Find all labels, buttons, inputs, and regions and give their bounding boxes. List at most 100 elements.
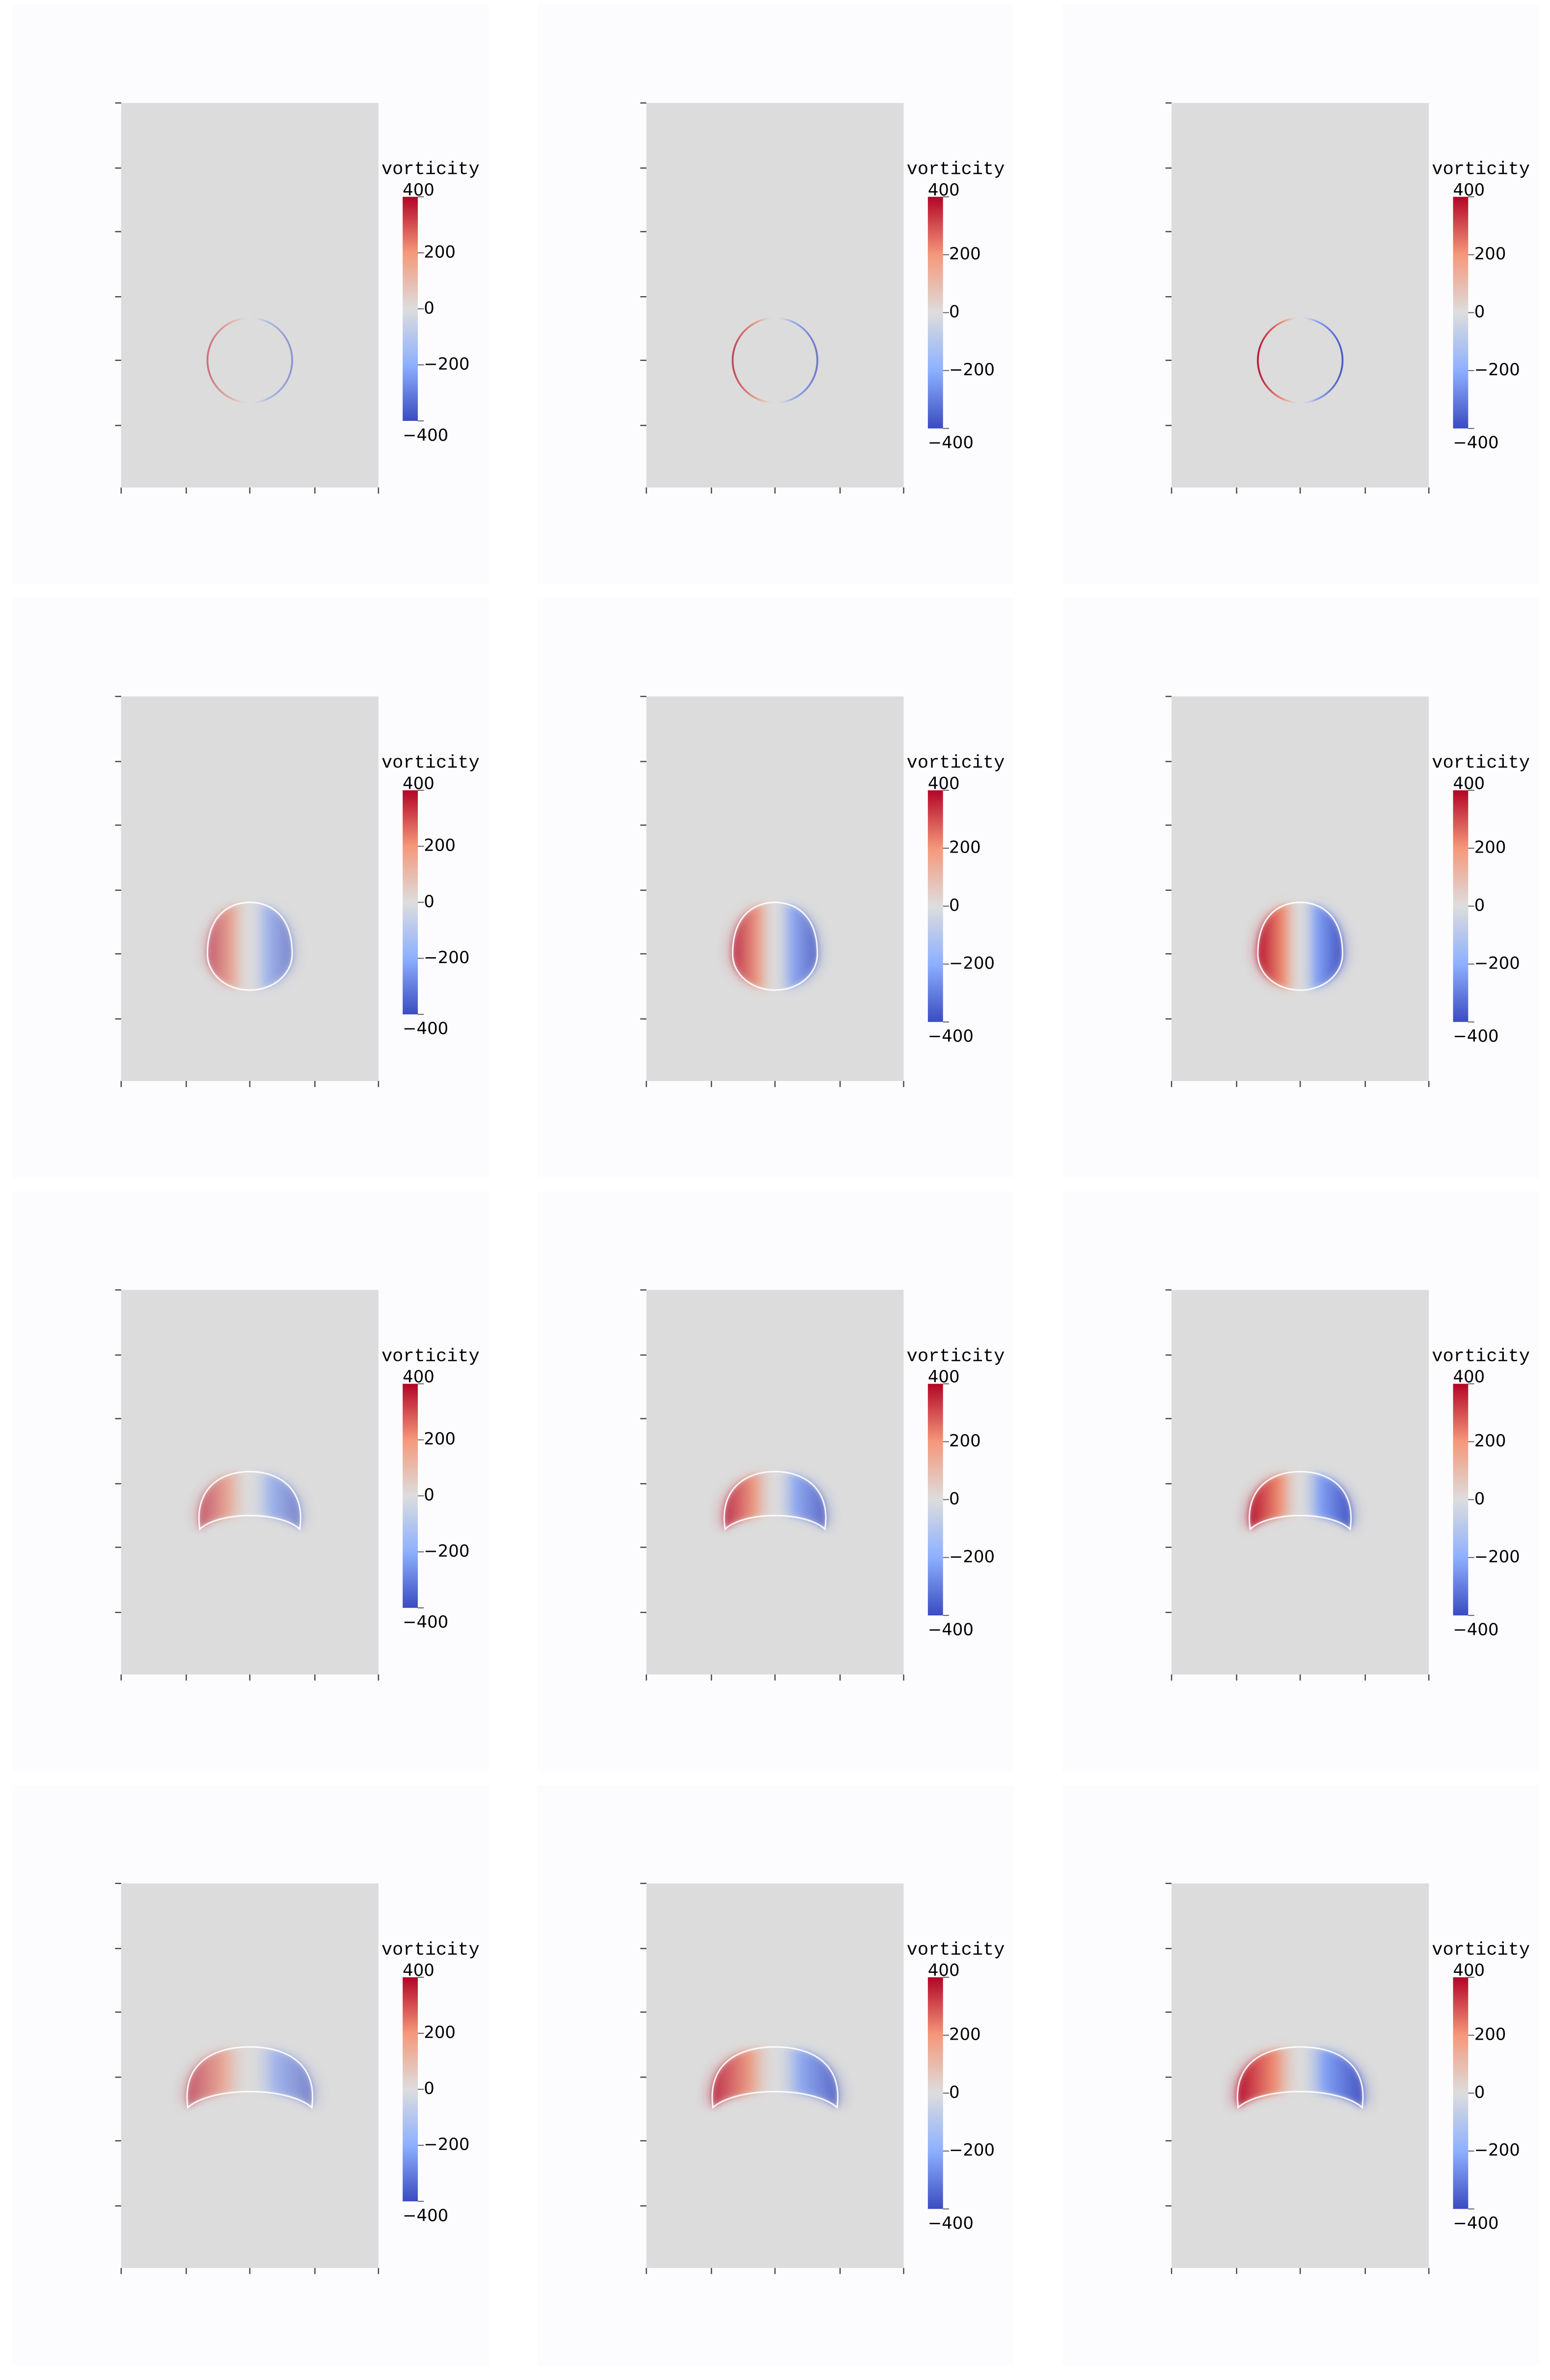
colorbar-title: vorticity <box>381 1940 480 1961</box>
colorbar <box>1453 790 1468 1022</box>
colorbar-tick-label: 200 <box>424 836 456 855</box>
colorbar-tick-label: −400 <box>928 1026 974 1046</box>
interface <box>1257 317 1344 404</box>
colorbar-tick-label: 0 <box>1474 2082 1485 2102</box>
plot-area <box>121 103 379 488</box>
colorbar-title: vorticity <box>907 1346 1005 1367</box>
interface <box>206 901 293 991</box>
colorbar <box>927 790 943 1022</box>
colorbar-title: vorticity <box>1432 1346 1530 1367</box>
colorbar-tick-label: −200 <box>424 948 469 967</box>
field <box>1257 317 1344 404</box>
colorbar-tick-label: 0 <box>1474 895 1485 914</box>
colorbar-tick-label: 0 <box>1474 1489 1485 1508</box>
field <box>1232 2046 1368 2109</box>
vorticity-core <box>724 1471 826 1529</box>
colorbar-tick-label: −200 <box>424 354 469 373</box>
interface <box>198 1470 301 1531</box>
colorbar <box>403 1384 418 1608</box>
plot-area <box>646 103 904 488</box>
colorbar-tick-label: 200 <box>424 2023 456 2042</box>
colorbar <box>927 196 943 429</box>
colorbar <box>927 1384 943 1616</box>
colorbar-tick-label: −200 <box>424 1541 469 1560</box>
colorbar-tick-label: −400 <box>1453 1620 1499 1639</box>
vorticity-core <box>733 902 817 991</box>
colorbar-tick-label: 200 <box>1474 1431 1506 1450</box>
colorbar <box>1453 1384 1468 1616</box>
colorbar-tick-label: −400 <box>403 1612 448 1632</box>
colorbar-title: vorticity <box>907 1940 1005 1961</box>
colorbar <box>927 1977 943 2209</box>
colorbar <box>1453 196 1468 429</box>
interface <box>186 2046 314 2109</box>
colorbar-title: vorticity <box>907 160 1005 180</box>
colorbar <box>403 790 418 1015</box>
field <box>204 901 296 991</box>
colorbar-tick-label: −200 <box>1474 360 1520 379</box>
colorbar-tick-label: 400 <box>1453 1961 1485 1980</box>
colorbar-title: vorticity <box>1432 753 1530 774</box>
colorbar-tick-label: 0 <box>424 298 435 317</box>
interface <box>1249 1470 1352 1531</box>
colorbar-tick-label: 400 <box>403 774 435 793</box>
colorbar-tick-label: −200 <box>1474 953 1520 972</box>
interface <box>1236 2046 1364 2109</box>
interface <box>206 317 293 404</box>
colorbar-tick-label: 0 <box>1474 302 1485 321</box>
colorbar-title: vorticity <box>381 160 480 180</box>
plot-area <box>121 696 379 1081</box>
interface <box>723 1470 827 1531</box>
colorbar-tick-label: 200 <box>1474 838 1506 857</box>
vorticity-core <box>1237 2047 1363 2108</box>
colorbar-tick-label: 200 <box>949 838 981 857</box>
colorbar-tick-label: 0 <box>949 1489 960 1508</box>
colorbar-title: vorticity <box>381 753 480 774</box>
field <box>732 317 818 404</box>
colorbar <box>1453 1977 1468 2209</box>
colorbar-tick-label: −400 <box>1453 433 1499 452</box>
plot-area <box>646 696 904 1081</box>
colorbar-tick-label: −200 <box>949 2140 995 2159</box>
colorbar-tick-label: 200 <box>949 244 981 263</box>
colorbar-tick-label: −400 <box>928 433 974 452</box>
colorbar-tick-label: 400 <box>928 1961 960 1980</box>
colorbar-title: vorticity <box>907 753 1005 774</box>
colorbar-tick-label: −400 <box>928 1620 974 1639</box>
vorticity-core <box>712 2047 838 2108</box>
field <box>707 2046 843 2109</box>
field <box>1245 1470 1356 1531</box>
interface <box>711 2046 839 2109</box>
colorbar-tick-label: 200 <box>949 1431 981 1450</box>
field <box>1254 901 1346 991</box>
colorbar-tick-label: 400 <box>1453 180 1485 199</box>
colorbar-tick-label: −400 <box>403 1019 448 1038</box>
plot-area <box>1171 103 1429 488</box>
colorbar-tick-label: 0 <box>949 895 960 914</box>
colorbar <box>403 1977 418 2202</box>
colorbar-tick-label: 0 <box>424 1485 435 1504</box>
field <box>729 901 821 991</box>
colorbar-title: vorticity <box>381 1346 480 1367</box>
colorbar-tick-label: 400 <box>1453 1367 1485 1386</box>
vorticity-core <box>187 2047 313 2108</box>
plot-area <box>1171 696 1429 1081</box>
colorbar-tick-label: 400 <box>928 1367 960 1386</box>
colorbar-tick-label: −200 <box>1474 2140 1520 2159</box>
vorticity-core <box>207 902 293 991</box>
colorbar-tick-label: 400 <box>403 1961 435 1980</box>
colorbar-tick-label: 200 <box>1474 2024 1506 2044</box>
colorbar-tick-label: 400 <box>928 774 960 793</box>
colorbar-tick-label: 400 <box>928 180 960 199</box>
